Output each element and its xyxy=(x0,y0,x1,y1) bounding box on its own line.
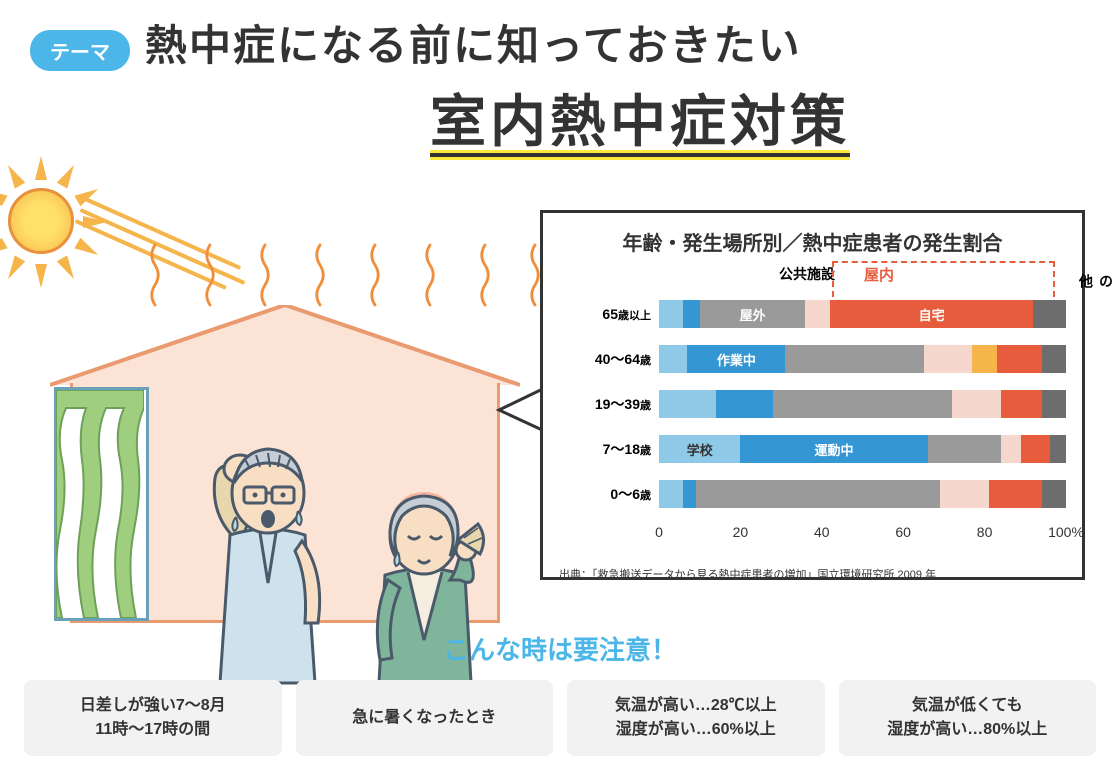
stacked-bar-chart: 65歳以上屋外自宅40～64歳作業中19～39歳7～18歳学校運動中0～6歳 xyxy=(559,294,1066,524)
title-line-1: 熱中症になる前に知っておきたい xyxy=(145,12,1105,73)
chart-row-label: 7～18歳 xyxy=(559,439,659,459)
roof-outline xyxy=(50,305,520,389)
bar-segment: 作業中 xyxy=(687,345,785,373)
bar-segment xyxy=(1001,390,1042,418)
bar-segment: 自宅 xyxy=(830,300,1034,328)
heat-wave-icon xyxy=(530,233,540,317)
bar-segment xyxy=(1050,435,1066,463)
title-line-2: 室内熱中症対策 xyxy=(430,77,850,158)
chart-row-label: 40～64歳 xyxy=(559,349,659,369)
bar-segment xyxy=(924,345,973,373)
chart-row: 19～39歳 xyxy=(559,384,1066,424)
chart-row: 65歳以上屋外自宅 xyxy=(559,294,1066,334)
chart-source-citation: 出典：「救急搬送データから見る熱中症患者の増加」国立環境研究所 2009 年 xyxy=(559,566,1066,582)
axis-tick-label: 20 xyxy=(733,524,749,540)
heat-wave-icon xyxy=(370,233,380,317)
chart-x-axis: 020406080100% xyxy=(659,524,1066,544)
bar-segment: 運動中 xyxy=(740,435,927,463)
warning-section-title: こんな時は要注意！ xyxy=(0,630,1120,667)
axis-tick-label: 60 xyxy=(895,524,911,540)
bar-segment xyxy=(785,345,923,373)
chart-row-label: 19～39歳 xyxy=(559,394,659,414)
chart-title: 年齢・発生場所別／熱中症患者の発生割合 xyxy=(559,227,1066,256)
illustration-area xyxy=(0,160,550,620)
chart-row: 7～18歳学校運動中 xyxy=(559,429,1066,469)
bar-segment xyxy=(1042,345,1066,373)
elderly-man-illustration xyxy=(190,423,345,713)
bar-segment xyxy=(659,345,687,373)
warning-card: 日差しが強い7～8月11時～17時の間 xyxy=(24,680,282,756)
heat-wave-icon xyxy=(260,233,270,317)
bar-segment xyxy=(940,480,989,508)
bar-segment xyxy=(659,480,683,508)
bar-segment xyxy=(1033,300,1066,328)
heat-wave-icon xyxy=(205,233,215,317)
bar-segment xyxy=(1001,435,1021,463)
bar-segment xyxy=(773,390,952,418)
bar-segment xyxy=(716,390,773,418)
bar-segment: 屋外 xyxy=(700,300,806,328)
bar-segment xyxy=(805,300,829,328)
house-illustration xyxy=(50,305,520,625)
heat-wave-icon xyxy=(480,233,490,317)
stacked-bar: 屋外自宅 xyxy=(659,300,1066,328)
heat-wave-icon xyxy=(315,233,325,317)
heat-wave-icon xyxy=(425,233,435,317)
bar-segment xyxy=(997,345,1042,373)
bar-segment xyxy=(1021,435,1049,463)
bar-segment xyxy=(972,345,996,373)
stacked-bar xyxy=(659,480,1066,508)
warning-card: 気温が高い…28℃以上湿度が高い…60%以上 xyxy=(567,680,825,756)
theme-badge: テーマ xyxy=(30,30,130,71)
bar-segment: 学校 xyxy=(659,435,740,463)
warning-card: 急に暑くなったとき xyxy=(296,680,554,756)
bar-segment xyxy=(1042,480,1066,508)
chart-row: 40～64歳 作業中 xyxy=(559,339,1066,379)
chart-row-label: 0～6歳 xyxy=(559,484,659,504)
axis-tick-label: 40 xyxy=(814,524,830,540)
label-other: その他 xyxy=(1076,274,1120,290)
axis-tick-label: 0 xyxy=(655,524,663,540)
stacked-bar: 作業中 xyxy=(659,345,1066,373)
bar-segment xyxy=(952,390,1001,418)
curtain-icon xyxy=(56,390,144,618)
bar-segment xyxy=(659,300,683,328)
bar-segment xyxy=(928,435,1001,463)
axis-tick-label: 80 xyxy=(977,524,993,540)
bar-segment xyxy=(1042,390,1066,418)
bar-segment xyxy=(989,480,1042,508)
chart-row-label: 65歳以上 xyxy=(559,306,659,323)
bar-segment xyxy=(683,480,695,508)
heat-wave-icon xyxy=(150,233,160,317)
bar-segment xyxy=(683,300,699,328)
bar-segment xyxy=(659,390,716,418)
chart-row: 0～6歳 xyxy=(559,474,1066,514)
chart-panel: 年齢・発生場所別／熱中症患者の発生割合 公共施設 屋内 その他 65歳以上屋外自… xyxy=(540,210,1085,580)
stacked-bar: 学校運動中 xyxy=(659,435,1066,463)
warning-cards-row: 日差しが強い7～8月11時～17時の間急に暑くなったとき気温が高い…28℃以上湿… xyxy=(24,680,1096,756)
chart-top-labels: 公共施設 屋内 その他 xyxy=(559,264,1066,290)
title-block: 熱中症になる前に知っておきたい 室内熱中症対策 xyxy=(145,12,1105,158)
bar-segment xyxy=(696,480,940,508)
axis-tick-label: 100% xyxy=(1048,524,1084,540)
warning-card: 気温が低くても湿度が高い…80%以上 xyxy=(839,680,1097,756)
label-public-facility: 公共施設 xyxy=(779,264,835,284)
stacked-bar xyxy=(659,390,1066,418)
